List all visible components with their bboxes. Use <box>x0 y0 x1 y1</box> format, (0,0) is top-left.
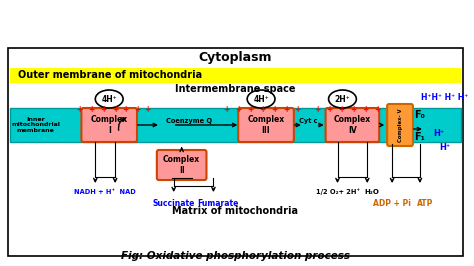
Text: Inner
mitochondrial
membrane: Inner mitochondrial membrane <box>11 117 60 133</box>
Text: H⁺H⁺ H⁺ H⁺: H⁺H⁺ H⁺ H⁺ <box>421 94 468 102</box>
FancyBboxPatch shape <box>82 108 137 142</box>
Ellipse shape <box>95 90 123 108</box>
Text: Cyt c: Cyt c <box>300 118 318 124</box>
Text: Complex
III: Complex III <box>247 115 284 135</box>
Text: 4H⁺: 4H⁺ <box>253 94 269 103</box>
Text: Complex
II: Complex II <box>163 155 200 175</box>
Text: +: + <box>235 105 241 114</box>
Text: Complex
IV: Complex IV <box>334 115 371 135</box>
Text: +: + <box>112 105 118 114</box>
Text: Succinate: Succinate <box>153 200 195 209</box>
FancyBboxPatch shape <box>326 108 379 142</box>
Text: Coenzyme Q: Coenzyme Q <box>165 118 212 124</box>
Text: Cytoplasm: Cytoplasm <box>199 52 272 64</box>
Text: +: + <box>134 105 140 114</box>
Text: 4H⁺: 4H⁺ <box>101 94 117 103</box>
Text: H₂O: H₂O <box>365 189 380 195</box>
Text: Outer membrane of mitochondria: Outer membrane of mitochondria <box>18 70 202 81</box>
Bar <box>10 68 461 83</box>
Text: +: + <box>144 105 150 114</box>
Text: +: + <box>338 105 345 114</box>
Text: Fig: Oxidative phosphorylation process: Fig: Oxidative phosphorylation process <box>121 251 350 261</box>
Text: +: + <box>315 105 321 114</box>
Text: +: + <box>122 105 128 114</box>
Text: ATP: ATP <box>417 200 433 209</box>
FancyBboxPatch shape <box>387 104 413 146</box>
Text: NADH + H⁺  NAD: NADH + H⁺ NAD <box>74 189 136 195</box>
Text: +: + <box>259 105 265 114</box>
Text: +: + <box>76 105 82 114</box>
Text: F₁: F₁ <box>414 132 425 142</box>
Text: ADP + Pi: ADP + Pi <box>373 200 411 209</box>
Ellipse shape <box>247 90 275 108</box>
Text: +: + <box>362 105 368 114</box>
Text: 1/2 O₂+ 2H⁺: 1/2 O₂+ 2H⁺ <box>316 189 359 195</box>
Text: 2H⁺: 2H⁺ <box>335 94 350 103</box>
Text: H⁺: H⁺ <box>439 143 450 152</box>
Text: Intermembrane space: Intermembrane space <box>175 84 295 94</box>
Text: +: + <box>271 105 277 114</box>
FancyBboxPatch shape <box>238 108 294 142</box>
FancyBboxPatch shape <box>157 150 207 180</box>
Text: +: + <box>247 105 253 114</box>
Text: +: + <box>327 105 333 114</box>
Text: +: + <box>88 105 94 114</box>
Text: H⁺: H⁺ <box>433 130 444 139</box>
Text: +: + <box>374 105 380 114</box>
Text: +: + <box>350 105 356 114</box>
Text: Matrix of mitochondria: Matrix of mitochondria <box>172 206 298 216</box>
Bar <box>10 108 461 142</box>
Text: Complex
I: Complex I <box>91 115 128 135</box>
Text: Complex- V: Complex- V <box>398 108 402 142</box>
Text: +: + <box>295 105 301 114</box>
FancyArrowPatch shape <box>118 118 125 130</box>
Text: +: + <box>283 105 289 114</box>
Text: +: + <box>223 105 229 114</box>
Text: +: + <box>100 105 106 114</box>
Text: F₀: F₀ <box>414 110 425 120</box>
FancyBboxPatch shape <box>8 48 463 256</box>
Ellipse shape <box>328 90 356 108</box>
Text: Fumarate: Fumarate <box>198 200 239 209</box>
